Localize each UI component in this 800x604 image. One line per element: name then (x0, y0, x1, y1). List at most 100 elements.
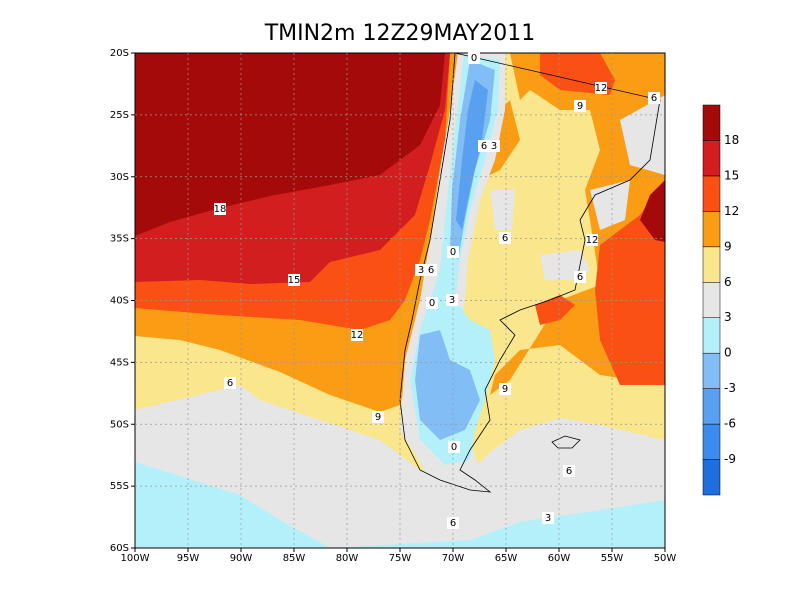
contour-label: 6 (450, 518, 456, 529)
lat-label: 35S (110, 234, 129, 245)
colorbar-label: 3 (724, 310, 732, 324)
colorbar-box (702, 317, 721, 354)
contour-label: 9 (577, 101, 583, 112)
colorbar: -9 -6 -3 0 3 6 9 12 15 18 (702, 104, 739, 496)
contour-label: 12 (586, 235, 599, 246)
contour-label-bg (351, 329, 363, 341)
contour-label-bg (586, 234, 598, 246)
contour-label: 3 (418, 265, 424, 276)
lon-label: 90W (230, 553, 253, 564)
contour-label-bg (499, 232, 511, 244)
contour-label-bg (288, 274, 300, 286)
contour-label-bg (499, 383, 511, 395)
lon-label: 60W (548, 553, 571, 564)
contour-label-bg (563, 465, 575, 477)
contour-label-bg (448, 441, 460, 453)
colorbar-box (702, 423, 721, 460)
contour-label: 3 (449, 295, 455, 306)
contour-label: 18 (214, 204, 227, 215)
contour-label: 12 (595, 83, 608, 94)
contour-label-bg (446, 294, 458, 306)
contour-label: 6 (428, 265, 434, 276)
colorbar-label: 12 (724, 204, 739, 218)
contour-label-bg (426, 297, 438, 309)
contour-label-bg (574, 271, 586, 283)
colorbar-label: -9 (724, 452, 736, 466)
contour-label-bg (478, 140, 490, 152)
lat-label: 30S (110, 172, 129, 183)
contour-label: 6 (651, 93, 657, 104)
contour-label-bg (214, 203, 226, 215)
field-12-15-patch (535, 295, 575, 325)
contour-label-bg (372, 411, 384, 423)
field-18-plus-east (640, 180, 665, 242)
lon-label: 50W (654, 553, 677, 564)
colorbar-label: 0 (724, 346, 732, 360)
contour-label: 0 (471, 53, 477, 64)
colorbar-label: 15 (724, 168, 739, 182)
colorbar-box (702, 175, 721, 212)
lat-label: 50S (110, 419, 129, 430)
colorbar-box (702, 459, 721, 496)
colorbar-box (702, 282, 721, 318)
contour-label: 9 (375, 412, 381, 423)
colorbar-label: 6 (724, 275, 732, 289)
lon-label: 70W (442, 553, 465, 564)
lat-label: 20S (110, 48, 129, 59)
colorbar-box (702, 104, 721, 141)
andes-minus6 (456, 80, 488, 230)
colorbar-box (702, 246, 721, 283)
contour-label: 3 (545, 513, 551, 524)
contour-label-bg (425, 264, 437, 276)
contour-label-bg (447, 246, 459, 258)
falklands (551, 435, 581, 449)
contour-label: 12 (351, 330, 364, 341)
contour-label-bg (488, 140, 500, 152)
lat-label: 45S (110, 357, 129, 368)
contour-label: 0 (451, 442, 457, 453)
lat-label: 55S (110, 481, 129, 492)
lon-label: 100W (121, 553, 150, 564)
lon-label: 80W (336, 553, 359, 564)
contour-label: 15 (288, 275, 301, 286)
lat-label: 60S (110, 543, 129, 554)
colorbar-box (702, 211, 721, 248)
lat-label: 25S (110, 110, 129, 121)
contour-label: 6 (502, 233, 508, 244)
grid: 100W 95W 90W 85W 80W 75W 70W 65W 60W 55W 50W 20S 25S… (110, 48, 676, 564)
contour-label: 9 (502, 384, 508, 395)
east-3-6-patch (490, 190, 515, 230)
contour-label-bg (447, 517, 459, 529)
lon-label: 75W (389, 553, 412, 564)
lat-label: 40S (110, 296, 129, 307)
lon-label: 95W (177, 553, 200, 564)
contour-label-bg (595, 82, 607, 94)
patagonia-minus3-0 (415, 330, 480, 440)
field-18-plus (135, 53, 445, 236)
contour-label-bg (542, 512, 554, 524)
lon-label: 55W (601, 553, 624, 564)
coastline (399, 53, 661, 493)
contour-label: 0 (450, 247, 456, 258)
contour-label: 6 (577, 272, 583, 283)
colorbar-box (702, 388, 721, 425)
colorbar-box (702, 352, 721, 389)
contour-label: 6 (227, 378, 233, 389)
contour-label: 3 (491, 141, 497, 152)
title: TMIN2m 12Z29MAY2011 (264, 21, 536, 46)
colorbar-label: -6 (724, 417, 736, 431)
contour-label-bg (415, 264, 427, 276)
colorbar-label: 18 (724, 133, 739, 147)
lon-label: 85W (283, 553, 306, 564)
contour-label: 6 (566, 466, 572, 477)
colorbar-box (702, 140, 721, 177)
contour-label: 0 (429, 298, 435, 309)
lon-label: 65W (495, 553, 518, 564)
contour-label-bg (574, 100, 586, 112)
contour-label-bg (224, 377, 236, 389)
contour-label-bg (468, 52, 480, 64)
contour-label-bg (648, 92, 660, 104)
colorbar-label: -3 (724, 381, 736, 395)
